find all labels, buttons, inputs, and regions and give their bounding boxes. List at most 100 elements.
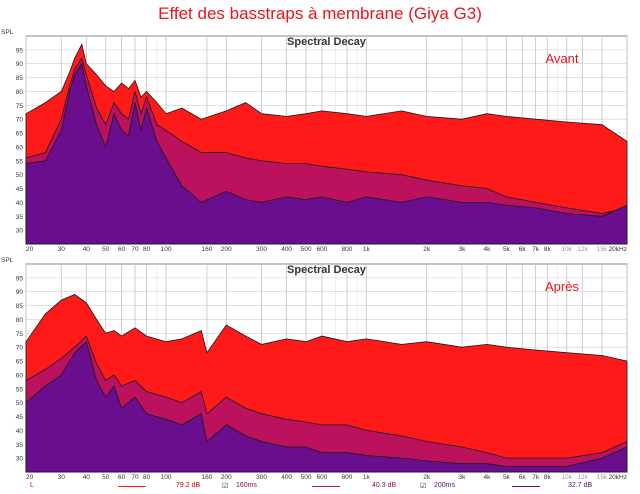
x-tick-label: 600	[316, 246, 327, 252]
y-tick-label: 50	[16, 172, 24, 179]
x-tick-label: 20kHz	[609, 246, 627, 252]
x-tick-label: 600	[316, 474, 327, 480]
y-tick-label: 55	[16, 158, 24, 165]
x-tick-label: 40	[83, 474, 91, 480]
x-tick-label: 40	[83, 246, 91, 252]
x-tick-label: 20	[26, 246, 34, 252]
x-tick-label: 3k	[459, 474, 467, 480]
chart-annotation: Après	[545, 279, 579, 294]
x-tick-label: 80	[143, 474, 151, 480]
legend-checkbox-icon[interactable]: ☑	[420, 483, 427, 490]
chart-title: Spectral Decay	[287, 264, 367, 276]
y-axis-label: SPL	[1, 257, 14, 264]
legend-line-200ms	[512, 486, 540, 487]
y-tick-label: 65	[16, 359, 24, 366]
x-tick-label: 300	[256, 246, 267, 252]
legend-checkbox-icon[interactable]: ☑	[222, 483, 229, 490]
x-tick-label: 400	[281, 246, 292, 252]
x-tick-label: 8k	[544, 246, 552, 252]
x-tick-label: 100	[161, 474, 172, 480]
x-tick-label: 7k	[532, 474, 540, 480]
x-tick-label: 1k	[363, 474, 371, 480]
x-tick-label: 7k	[532, 246, 540, 252]
x-tick-label: 6k	[519, 246, 527, 252]
y-axis-label: SPL	[1, 29, 14, 36]
x-tick-label: 30	[58, 474, 66, 480]
legend-value-160ms: 40.3 dB	[372, 482, 397, 489]
x-tick-label: 5k	[503, 246, 511, 252]
x-tick-label: 400	[281, 474, 292, 480]
y-tick-label: 65	[16, 131, 24, 138]
x-tick-label: 4k	[484, 246, 492, 252]
y-tick-label: 70	[16, 345, 24, 352]
x-tick-label: 70	[131, 246, 139, 252]
x-tick-label: 80	[143, 246, 151, 252]
spectral-decay-chart-before: 95 90 85 80 75 70 65 60 55 50 45 40 35 30 20 30 40 50 60 70…	[1, 29, 628, 252]
y-tick-label: 75	[16, 103, 24, 110]
x-tick-label: 10k	[561, 474, 572, 480]
y-tick-label: 90	[16, 61, 24, 68]
y-tick-label: 40	[16, 200, 24, 207]
x-tick-label: 8k	[544, 474, 552, 480]
y-tick-label: 35	[16, 214, 24, 221]
y-tick-label: 85	[16, 75, 24, 82]
series-area-2	[25, 340, 628, 473]
x-tick-label: 15k	[597, 474, 608, 480]
legend-line-l	[118, 486, 146, 487]
x-tick-label: 100	[161, 246, 172, 252]
y-tick-label: 75	[16, 331, 24, 338]
y-tick-label: 95	[16, 275, 24, 282]
x-tick-label: 30	[58, 246, 66, 252]
y-tick-label: 50	[16, 400, 24, 407]
y-tick-label: 45	[16, 186, 24, 193]
x-tick-label: 3k	[459, 246, 467, 252]
x-tick-label: 200	[221, 246, 232, 252]
series-area-2	[25, 62, 628, 245]
chart-annotation: Avant	[545, 51, 578, 66]
x-tick-label: 800	[342, 246, 353, 252]
page-title: Effet des basstraps à membrane (Giya G3)	[158, 4, 482, 23]
y-tick-label: 90	[16, 289, 24, 296]
legend-label-l: L	[30, 482, 34, 489]
legend-value-200ms: 32.7 dB	[568, 482, 593, 489]
x-tick-label: 2k	[423, 246, 431, 252]
x-tick-label: 500	[301, 474, 312, 480]
x-tick-label: 20	[26, 474, 34, 480]
x-tick-label: 12k	[577, 474, 588, 480]
x-tick-label: 2k	[423, 474, 431, 480]
y-tick-label: 95	[16, 47, 24, 54]
legend-label-160ms: 160ms	[236, 482, 258, 489]
x-tick-label: 6k	[519, 474, 527, 480]
x-tick-label: 200	[221, 474, 232, 480]
y-tick-label: 55	[16, 386, 24, 393]
x-tick-label: 160	[201, 474, 212, 480]
y-tick-label: 35	[16, 442, 24, 449]
x-tick-label: 50	[102, 246, 110, 252]
y-tick-label: 40	[16, 428, 24, 435]
y-tick-label: 80	[16, 317, 24, 324]
x-tick-label: 300	[256, 474, 267, 480]
x-tick-label: 1k	[363, 246, 371, 252]
x-tick-label: 160	[201, 246, 212, 252]
x-tick-label: 60	[118, 474, 126, 480]
x-tick-label: 12k	[577, 246, 588, 252]
x-tick-label: 70	[131, 474, 139, 480]
y-tick-label: 30	[16, 228, 24, 235]
chart-title: Spectral Decay	[287, 36, 367, 48]
x-tick-label: 10k	[561, 246, 572, 252]
x-tick-label: 800	[342, 474, 353, 480]
x-tick-label: 5k	[503, 474, 511, 480]
legend-line-160ms	[312, 486, 340, 487]
legend: L 79.2 dB ☑ 160ms 40.3 dB ☑ 200ms 32.7 d…	[0, 480, 640, 494]
x-tick-label: 15k	[597, 246, 608, 252]
legend-label-200ms: 200ms	[434, 482, 456, 489]
x-tick-label: 4k	[484, 474, 492, 480]
x-tick-label: 50	[102, 474, 110, 480]
x-tick-label: 500	[301, 246, 312, 252]
spectral-decay-chart-after: 95 90 85 80 75 70 65 60 55 50 45 40 35 30 20 30 40 50 60 70…	[1, 257, 628, 480]
y-tick-label: 85	[16, 303, 24, 310]
y-tick-label: 60	[16, 372, 24, 379]
y-tick-label: 70	[16, 117, 24, 124]
y-tick-label: 45	[16, 414, 24, 421]
x-tick-label: 20kHz	[609, 474, 627, 480]
